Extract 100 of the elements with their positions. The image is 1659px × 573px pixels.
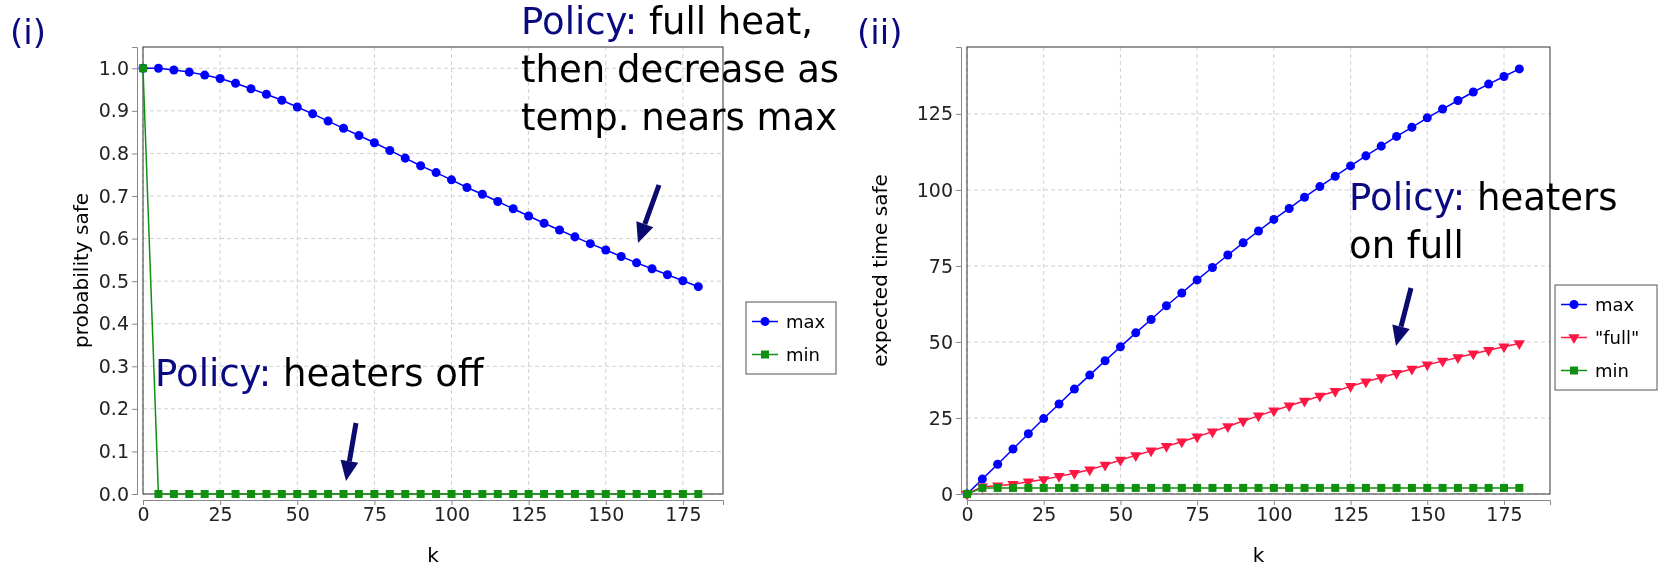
point — [169, 490, 178, 498]
point — [1315, 182, 1325, 192]
point — [586, 490, 595, 498]
point — [1160, 443, 1173, 453]
point — [1407, 122, 1417, 132]
point — [1085, 483, 1094, 492]
point — [539, 218, 549, 228]
point — [184, 67, 194, 77]
point — [1131, 328, 1141, 338]
point — [1207, 262, 1217, 272]
point — [1513, 340, 1525, 350]
point — [1193, 483, 1202, 492]
point — [1269, 214, 1279, 224]
point — [462, 182, 472, 192]
point — [554, 225, 564, 235]
point — [1100, 356, 1110, 366]
point — [1453, 96, 1463, 106]
point — [462, 490, 471, 498]
point — [601, 245, 611, 255]
point — [1131, 483, 1140, 492]
point — [1206, 428, 1219, 439]
x-tick-label: 125 — [511, 503, 548, 526]
y-tick-label: 50 — [928, 330, 953, 353]
point — [261, 89, 271, 99]
point — [401, 490, 410, 498]
point — [154, 490, 163, 498]
point — [1162, 483, 1171, 492]
point — [447, 490, 456, 498]
point — [1069, 384, 1079, 394]
point — [200, 70, 210, 80]
point — [1436, 357, 1449, 368]
point — [1484, 483, 1493, 492]
point — [1330, 171, 1340, 181]
point — [385, 490, 394, 498]
point — [1068, 470, 1081, 480]
point — [1053, 473, 1065, 483]
x-tick-label: 0 — [961, 503, 974, 526]
point — [601, 490, 610, 498]
point — [1377, 483, 1386, 492]
point — [1407, 483, 1416, 492]
point — [1375, 374, 1387, 385]
point — [277, 490, 286, 498]
point — [293, 490, 302, 498]
point — [1238, 238, 1248, 248]
point — [1452, 354, 1464, 364]
point — [524, 211, 534, 221]
y-tick-label: 0 — [940, 482, 953, 505]
point — [1453, 483, 1462, 492]
point — [1223, 483, 1232, 492]
point — [1392, 131, 1402, 141]
y-tick-label: 100 — [916, 178, 953, 201]
y-tick-label: 25 — [928, 406, 953, 429]
point — [570, 490, 579, 498]
point — [432, 490, 441, 498]
y-tick-label: 1.0 — [98, 56, 129, 79]
point — [1085, 370, 1095, 380]
legend-label: min — [1595, 359, 1629, 381]
point — [216, 490, 225, 498]
point — [693, 282, 703, 292]
point — [1101, 483, 1110, 492]
y-axis-title: expected time safe — [868, 174, 892, 367]
point — [1421, 361, 1433, 372]
x-tick-label: 125 — [1332, 503, 1370, 526]
point — [1346, 161, 1356, 171]
point — [648, 490, 657, 498]
point — [339, 123, 349, 133]
point — [678, 490, 687, 498]
point — [647, 264, 657, 274]
annotation: Policy: heaters on full — [1349, 176, 1618, 267]
x-axis-title: k — [1252, 543, 1265, 567]
point — [1344, 383, 1357, 393]
x-tick-label: 100 — [1256, 503, 1293, 526]
x-tick-label: 25 — [1032, 503, 1057, 526]
point — [493, 490, 502, 498]
point — [1115, 342, 1125, 352]
point — [1298, 397, 1311, 408]
point — [153, 63, 163, 73]
point — [370, 490, 379, 498]
point — [339, 490, 348, 498]
point — [354, 131, 364, 141]
x-tick-label: 175 — [1486, 503, 1523, 526]
point — [694, 490, 703, 498]
point — [1222, 423, 1234, 433]
y-axis-title: probability safe — [69, 192, 93, 349]
point — [977, 474, 987, 484]
point — [678, 276, 688, 286]
point — [1024, 483, 1033, 492]
point — [1376, 141, 1386, 151]
y-tick-label: 0.6 — [98, 227, 129, 250]
point — [632, 490, 641, 498]
point — [1239, 483, 1248, 492]
point — [200, 490, 209, 498]
point — [555, 490, 564, 498]
point — [1269, 483, 1278, 492]
point — [1483, 346, 1495, 357]
point — [1438, 483, 1447, 492]
point — [369, 138, 379, 148]
point — [323, 116, 333, 126]
point — [262, 490, 271, 498]
point — [509, 490, 518, 498]
